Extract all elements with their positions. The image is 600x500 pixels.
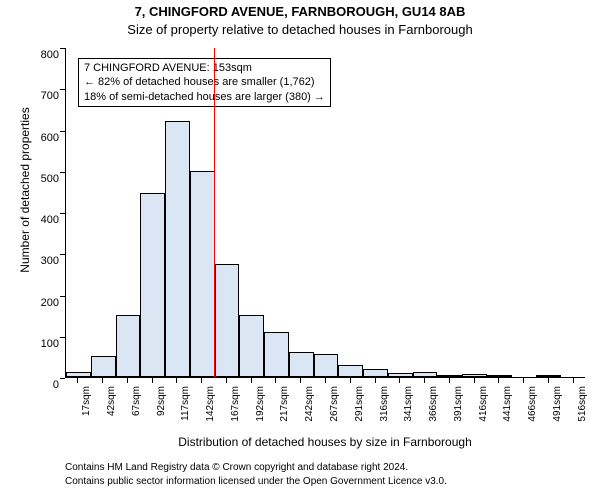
histogram-bar [314,354,339,377]
y-tick-mark [60,172,65,173]
histogram-bar [487,375,512,377]
x-tick-label: 142sqm [205,386,216,426]
histogram-bar [462,374,487,377]
x-tick-label: 516sqm [577,386,588,426]
x-tick-mark [399,378,400,383]
histogram-bar [66,372,91,377]
annotation-box: 7 CHINGFORD AVENUE: 153sqm← 82% of detac… [78,58,331,107]
y-tick-mark [60,296,65,297]
x-tick-mark [201,378,202,383]
x-tick-label: 192sqm [255,386,266,426]
y-tick-mark [60,213,65,214]
x-tick-label: 366sqm [428,386,439,426]
x-tick-label: 391sqm [453,386,464,426]
x-tick-label: 167sqm [230,386,241,426]
histogram-bar [165,121,190,377]
y-tick-mark [60,337,65,338]
x-tick-label: 92sqm [156,386,167,426]
y-tick-label: 600 [31,132,59,144]
x-tick-label: 491sqm [552,386,563,426]
y-tick-mark [60,131,65,132]
x-tick-label: 267sqm [329,386,340,426]
x-tick-mark [498,378,499,383]
x-tick-mark [226,378,227,383]
x-tick-label: 291sqm [354,386,365,426]
x-tick-label: 67sqm [131,386,142,426]
x-tick-label: 242sqm [304,386,315,426]
x-tick-mark [251,378,252,383]
x-tick-mark [77,378,78,383]
y-tick-label: 700 [31,90,59,102]
y-tick-label: 400 [31,214,59,226]
x-tick-mark [325,378,326,383]
histogram-bar [140,193,165,377]
y-tick-label: 100 [31,338,59,350]
x-tick-mark [424,378,425,383]
x-tick-label: 17sqm [81,386,92,426]
x-tick-mark [573,378,574,383]
y-tick-mark [60,378,65,379]
histogram-bar [91,356,116,377]
y-axis-label: Number of detached properties [18,50,32,330]
x-tick-label: 441sqm [502,386,513,426]
x-tick-mark [548,378,549,383]
x-tick-label: 42sqm [106,386,117,426]
y-tick-label: 0 [31,379,59,391]
x-tick-label: 341sqm [403,386,414,426]
chart-title-line2: Size of property relative to detached ho… [0,22,600,37]
attribution-line2: Contains public sector information licen… [65,476,447,487]
x-tick-label: 466sqm [527,386,538,426]
histogram-bar [363,369,388,377]
histogram-bar [536,375,561,377]
histogram-bar [437,375,462,377]
y-tick-label: 800 [31,49,59,61]
x-tick-mark [127,378,128,383]
y-tick-label: 300 [31,255,59,267]
y-tick-mark [60,89,65,90]
attribution-line1: Contains HM Land Registry data © Crown c… [65,462,408,473]
y-tick-label: 200 [31,297,59,309]
x-tick-label: 316sqm [379,386,390,426]
x-tick-label: 217sqm [279,386,290,426]
annotation-line: 7 CHINGFORD AVENUE: 153sqm [84,61,325,75]
histogram-bar [338,365,363,377]
histogram-bar [239,315,264,377]
x-tick-mark [375,378,376,383]
x-tick-mark [350,378,351,383]
annotation-line: ← 82% of detached houses are smaller (1,… [84,75,325,89]
histogram-bar [190,171,215,377]
x-tick-label: 416sqm [478,386,489,426]
x-tick-mark [102,378,103,383]
histogram-bar [289,352,314,377]
y-tick-mark [60,48,65,49]
x-tick-mark [152,378,153,383]
y-tick-mark [60,254,65,255]
x-tick-mark [474,378,475,383]
annotation-line: 18% of semi-detached houses are larger (… [84,90,325,104]
reference-line [214,48,215,378]
histogram-bar [264,332,289,377]
histogram-bar [215,264,240,377]
x-tick-mark [523,378,524,383]
histogram-bar [413,372,438,377]
y-tick-label: 500 [31,173,59,185]
chart-title-line1: 7, CHINGFORD AVENUE, FARNBOROUGH, GU14 8… [0,4,600,19]
histogram-bar [388,373,413,377]
x-tick-mark [275,378,276,383]
x-tick-mark [300,378,301,383]
x-axis-label: Distribution of detached houses by size … [65,435,585,449]
histogram-bar [116,315,141,377]
x-tick-mark [449,378,450,383]
x-tick-mark [176,378,177,383]
x-tick-label: 117sqm [180,386,191,426]
